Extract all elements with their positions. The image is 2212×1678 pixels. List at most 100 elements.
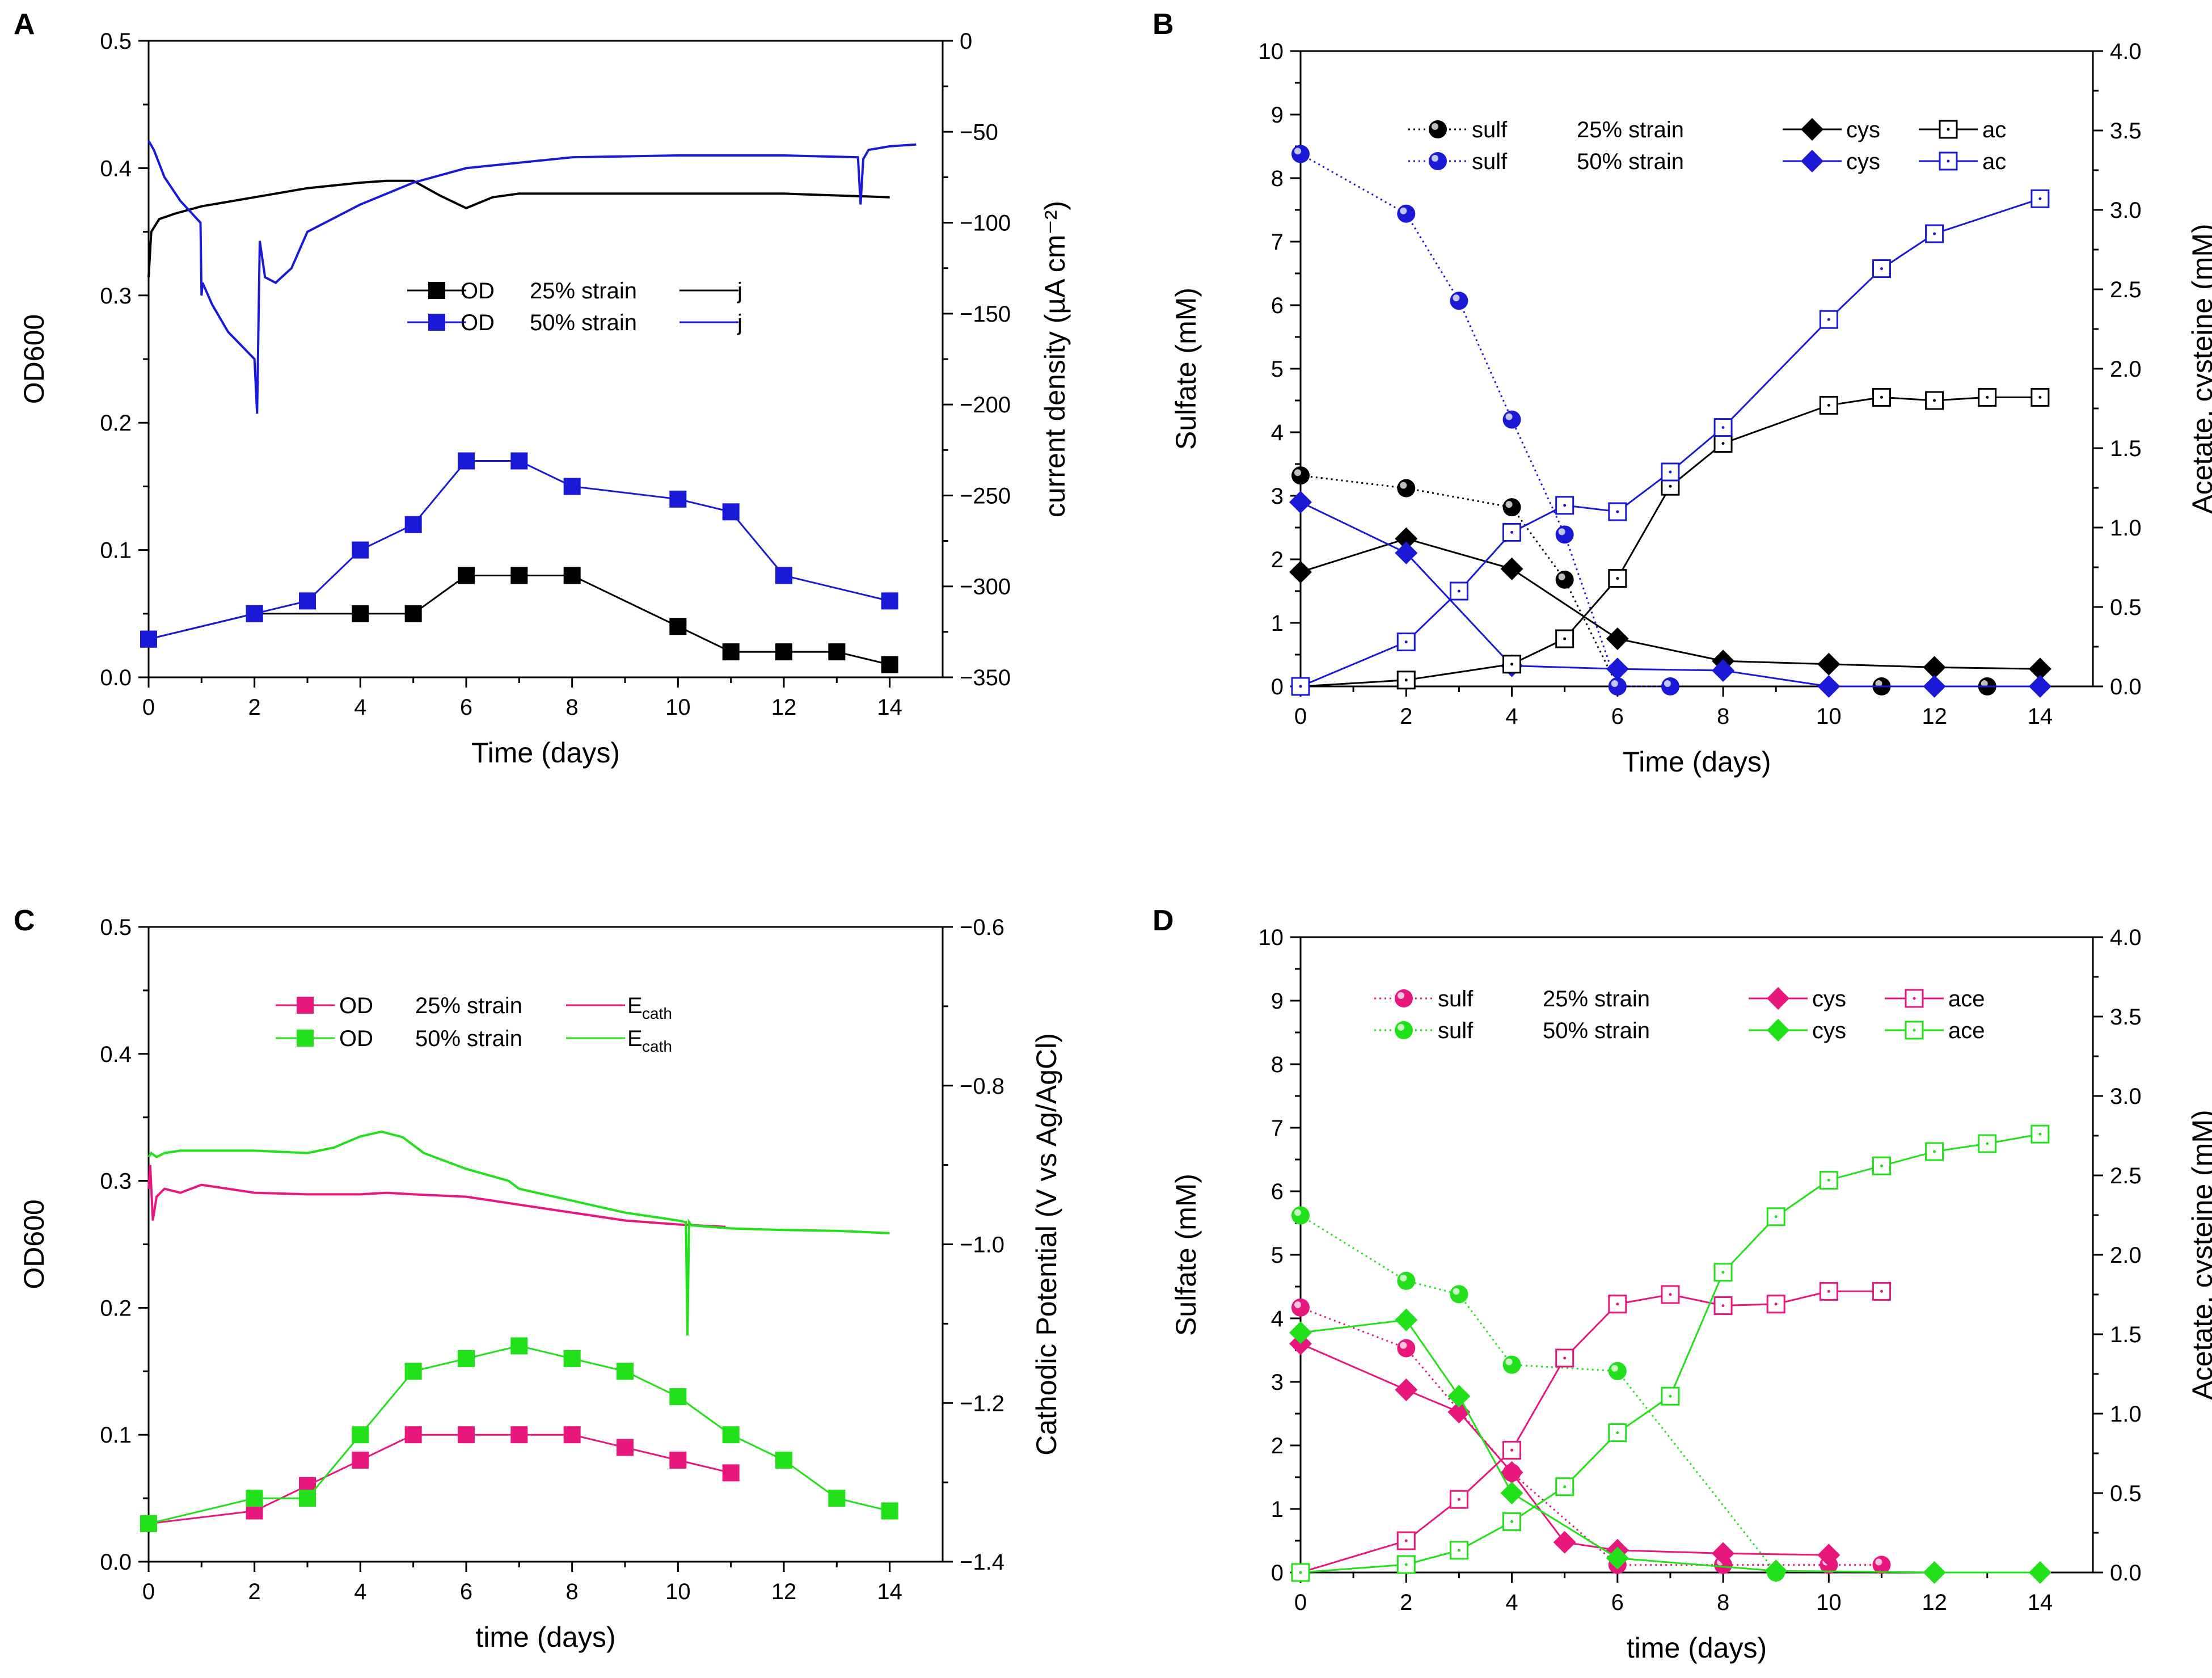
y2-axis-title: Acetate, cysteine (mM) bbox=[2186, 1110, 2212, 1399]
data-point bbox=[1925, 391, 1944, 410]
panel-letter: B bbox=[1153, 8, 1174, 41]
data-point-highlight bbox=[1611, 1364, 1618, 1372]
y2-tick-label: 3.5 bbox=[2110, 119, 2142, 144]
data-point-dot bbox=[1669, 484, 1672, 488]
data-point-dot bbox=[1774, 1215, 1778, 1219]
data-point bbox=[1872, 259, 1891, 279]
data-point bbox=[458, 452, 475, 470]
data-point-dot bbox=[1721, 1271, 1725, 1274]
y-tick-label: 2 bbox=[1271, 547, 1284, 572]
data-point-box bbox=[1396, 633, 1416, 652]
data-point-ball bbox=[1555, 570, 1574, 589]
x-tick-label: 10 bbox=[665, 695, 691, 720]
series-line bbox=[1300, 538, 2040, 670]
data-point-ball bbox=[1291, 1298, 1310, 1317]
y2-tick-label: 0.5 bbox=[2110, 595, 2142, 620]
legend-sulf-1-marker-highlight bbox=[1432, 155, 1438, 162]
legend-strain-25: 25% strain bbox=[530, 279, 637, 303]
data-point bbox=[1713, 418, 1733, 437]
y2-tick-label: −100 bbox=[960, 211, 1011, 236]
legend-label-cys-0: cys bbox=[1846, 117, 1880, 142]
data-point-dot bbox=[1827, 318, 1830, 321]
data-point bbox=[352, 1426, 369, 1444]
series-line bbox=[1300, 1343, 1829, 1556]
data-point-highlight bbox=[1294, 469, 1301, 477]
legend-cys-1-marker bbox=[1767, 1019, 1789, 1042]
x-tick-label: 6 bbox=[460, 695, 472, 720]
data-point-highlight bbox=[1400, 1274, 1407, 1281]
legend-sulf-0-marker bbox=[1429, 120, 1447, 138]
legend-sulf-0-marker bbox=[1395, 989, 1413, 1007]
data-point-ball bbox=[1397, 1271, 1416, 1290]
y-tick-label: 4 bbox=[1271, 1306, 1284, 1331]
data-point bbox=[1714, 1555, 1733, 1574]
data-point-ball bbox=[1661, 677, 1679, 695]
data-point bbox=[2031, 189, 2050, 208]
x-tick-label: 14 bbox=[877, 695, 902, 720]
data-point bbox=[881, 656, 898, 673]
data-point bbox=[1555, 570, 1574, 589]
y-axis-title: OD600 bbox=[18, 314, 50, 404]
y2-tick-label: −150 bbox=[960, 302, 1011, 327]
data-point bbox=[1712, 1542, 1735, 1565]
data-point-highlight bbox=[1505, 1358, 1513, 1365]
legend-sulf-1-marker bbox=[1429, 152, 1447, 170]
legend-od-50-marker bbox=[428, 314, 445, 331]
y2-tick-label: −0.6 bbox=[960, 915, 1004, 940]
data-point bbox=[828, 1490, 846, 1507]
series-line bbox=[148, 575, 890, 666]
data-point-ball bbox=[1397, 1339, 1416, 1357]
data-point bbox=[563, 567, 581, 584]
y2-tick-label: 2.0 bbox=[2110, 1243, 2142, 1268]
legend-sulf-1-marker-ball bbox=[1395, 1021, 1413, 1039]
data-point-dot bbox=[1827, 403, 1830, 407]
data-point bbox=[1661, 677, 1679, 695]
y-tick-label: 9 bbox=[1271, 989, 1284, 1014]
series-od-50-strain bbox=[140, 1337, 898, 1532]
y2-tick-label: 1.0 bbox=[2110, 1402, 2142, 1427]
data-point bbox=[1502, 498, 1521, 517]
data-point-highlight bbox=[1294, 1209, 1301, 1216]
data-point bbox=[458, 567, 475, 584]
x-tick-label: 4 bbox=[1505, 1590, 1518, 1615]
data-point-dot bbox=[1721, 1304, 1725, 1308]
data-point-dot bbox=[2038, 395, 2042, 399]
data-point-dot bbox=[1404, 1539, 1408, 1542]
x-axis-title: time (days) bbox=[1627, 1632, 1767, 1664]
data-point bbox=[299, 1490, 316, 1507]
y-tick-label: 1 bbox=[1271, 1497, 1284, 1522]
y2-tick-label: −1.0 bbox=[960, 1233, 1004, 1258]
data-point-highlight bbox=[1664, 680, 1671, 687]
data-point bbox=[1396, 1555, 1416, 1574]
data-point bbox=[1608, 677, 1627, 695]
legend-sulf-0-marker-highlight bbox=[1432, 123, 1438, 130]
legend-label-cys-1: cys bbox=[1812, 1018, 1846, 1043]
data-point bbox=[1500, 1461, 1523, 1484]
legend-label-e-50: E bbox=[627, 1026, 643, 1051]
data-point-dot bbox=[2038, 197, 2042, 200]
y2-tick-label: −200 bbox=[960, 393, 1011, 418]
data-point bbox=[246, 1490, 263, 1507]
data-point bbox=[1502, 1355, 1521, 1374]
data-point bbox=[1608, 569, 1627, 588]
x-tick-label: 8 bbox=[1717, 1590, 1729, 1615]
y-tick-label: 0.1 bbox=[100, 538, 132, 563]
legend-ace-1-marker-dot bbox=[1913, 1028, 1916, 1032]
data-point-dot bbox=[1669, 1293, 1672, 1296]
y2-tick-label: −350 bbox=[960, 665, 1011, 690]
legend-ac-0-marker-dot bbox=[1947, 128, 1950, 131]
data-point bbox=[1396, 671, 1416, 690]
x-axis-title: Time (days) bbox=[471, 737, 620, 769]
x-tick-label: 0 bbox=[142, 1579, 155, 1604]
y2-tick-label: 3.0 bbox=[2110, 1084, 2142, 1109]
y-tick-label: 0.3 bbox=[100, 1169, 132, 1194]
data-point-box bbox=[2031, 387, 2050, 407]
data-point-highlight bbox=[1400, 207, 1407, 214]
data-point bbox=[1661, 1285, 1680, 1304]
data-point bbox=[1447, 1385, 1471, 1408]
data-point bbox=[1397, 1339, 1416, 1357]
legend-ac-0-marker bbox=[1939, 120, 1958, 139]
data-point-ball bbox=[1502, 1355, 1521, 1374]
data-point bbox=[510, 452, 528, 470]
data-point bbox=[1925, 1142, 1944, 1161]
